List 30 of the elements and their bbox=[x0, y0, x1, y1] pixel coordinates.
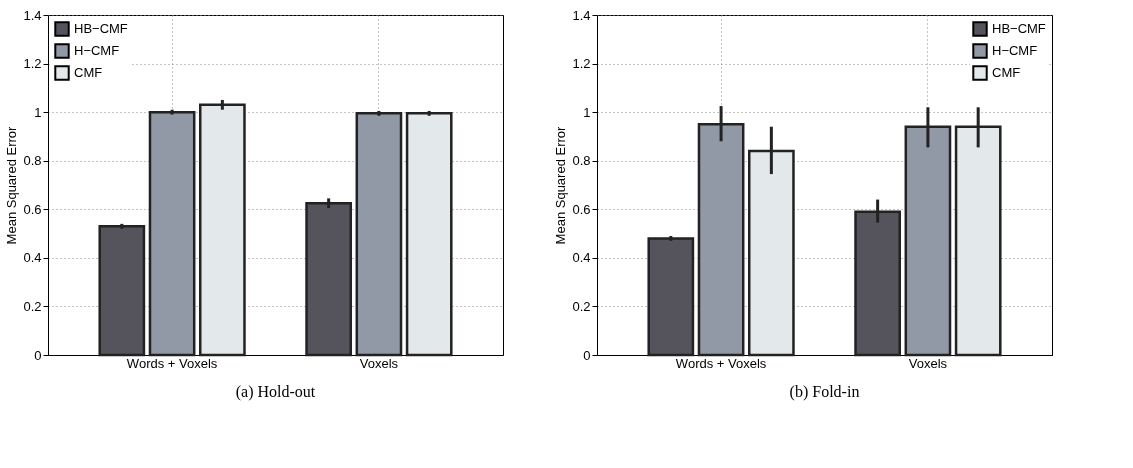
y-tick-label: 1.2 bbox=[23, 56, 42, 72]
y-tick-label: 0.8 bbox=[23, 153, 42, 169]
y-tick-label: 0.8 bbox=[572, 153, 591, 169]
y-tick-label: 0.4 bbox=[23, 250, 42, 266]
y-tick-label: 0.6 bbox=[23, 201, 42, 217]
y-tick-label: 0.2 bbox=[23, 298, 42, 314]
x-tick-label: Words + Voxels bbox=[126, 355, 218, 371]
x-tick-label: Voxels bbox=[359, 355, 399, 371]
y-tick-label: 1.2 bbox=[572, 56, 591, 72]
legend-label: HB−CMF bbox=[992, 21, 1046, 36]
x-tick-label: Voxels bbox=[908, 355, 948, 371]
y-tick-label: 0 bbox=[34, 347, 42, 363]
legend-label: H−CMF bbox=[74, 43, 120, 58]
y-axis-title: Mean Squared Error bbox=[4, 125, 20, 245]
legend-label: HB−CMF bbox=[74, 21, 128, 36]
y-tick-label: 0 bbox=[583, 347, 591, 363]
y-tick-label: 1.4 bbox=[572, 7, 591, 23]
legend-label: CMF bbox=[992, 65, 1021, 80]
y-tick-label: 1 bbox=[583, 104, 591, 120]
y-axis-title: Mean Squared Error bbox=[553, 125, 569, 245]
legend-label: CMF bbox=[74, 65, 103, 80]
y-tick-label: 0.6 bbox=[572, 201, 591, 217]
text: (b) Fold-in bbox=[789, 383, 860, 401]
y-tick-label: 1 bbox=[34, 104, 42, 120]
y-tick-label: 1.4 bbox=[23, 7, 42, 23]
y-tick-label: 0.2 bbox=[572, 298, 591, 314]
x-tick-label: Words + Voxels bbox=[675, 355, 767, 371]
legend-label: H−CMF bbox=[992, 43, 1038, 58]
y-tick-label: 0.4 bbox=[572, 250, 591, 266]
text: (a) Hold-out bbox=[235, 383, 316, 401]
